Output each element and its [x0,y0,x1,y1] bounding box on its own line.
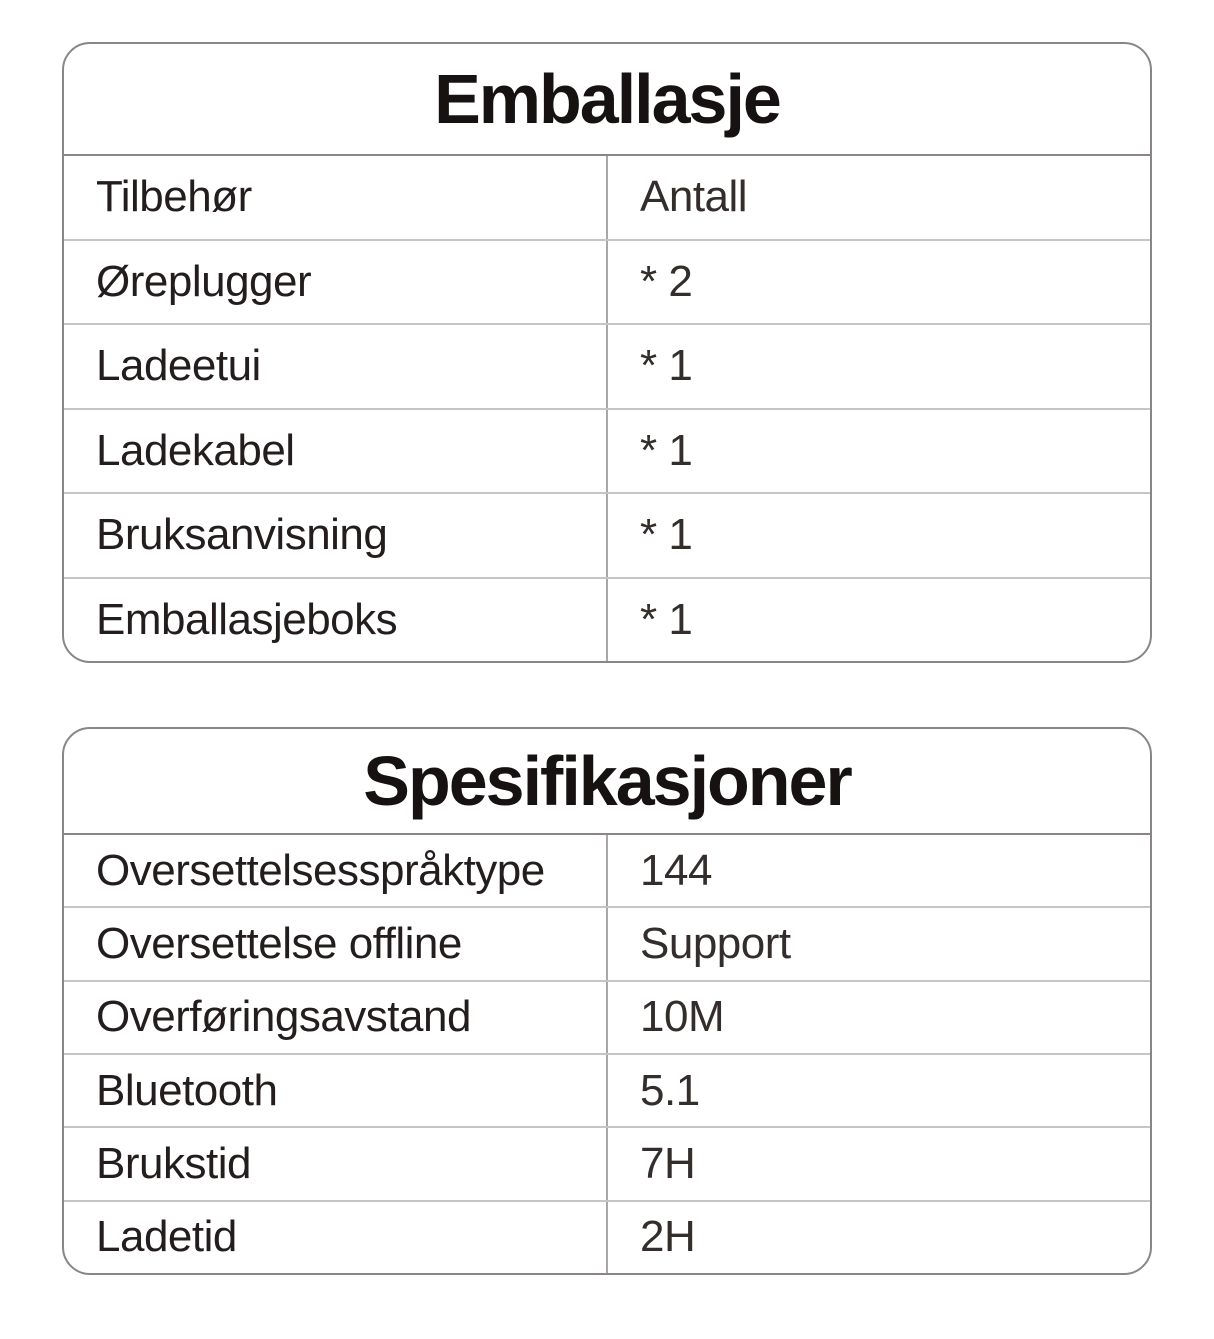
table-row: Oversettelse offline Support [64,906,1150,980]
row-value: Support [640,918,791,968]
table-row: Bruksanvisning * 1 [64,492,1150,577]
row-label: Overføringsavstand [64,981,608,1053]
row-value: * 1 [640,425,693,475]
row-value: 2H [640,1212,696,1262]
row-value: * 1 [640,510,693,560]
row-label: Oversettelsesspråktype [64,835,608,907]
specifications-table: Spesifikasjoner Oversettelsesspråktype 1… [62,727,1152,1275]
table-row: Overføringsavstand 10M [64,979,1150,1053]
table-row: Ladeetui * 1 [64,323,1150,408]
row-value: 5.1 [640,1065,700,1115]
table-row: Brukstid 7H [64,1126,1150,1200]
table-row: Øreplugger * 2 [64,238,1150,323]
row-value: 7H [640,1138,696,1188]
row-value: Antall [640,172,748,222]
specifications-table-rows: Oversettelsesspråktype 144 Oversettelse … [64,835,1150,1273]
table-row: Emballasjeboks * 1 [64,576,1150,661]
packaging-table: Emballasje Tilbehør Antall Øreplugger * … [62,42,1152,663]
table-row: Tilbehør Antall [64,156,1150,239]
packaging-table-title: Emballasje [64,44,1150,156]
row-label: Oversettelse offline [64,908,608,980]
row-value: 10M [640,992,725,1042]
table-row: Bluetooth 5.1 [64,1052,1150,1127]
row-label: Tilbehør [64,156,608,239]
table-row: Ladetid 2H [64,1199,1150,1273]
specifications-table-title: Spesifikasjoner [64,729,1150,835]
row-label: Ladetid [64,1201,608,1273]
row-value: * 2 [640,256,693,306]
row-label: Øreplugger [64,240,608,323]
row-value: * 1 [640,594,693,644]
row-label: Brukstid [64,1128,608,1200]
row-label: Ladekabel [64,409,608,492]
row-label: Bruksanvisning [64,494,608,577]
table-row: Oversettelsesspråktype 144 [64,835,1150,907]
row-label: Emballasjeboks [64,578,608,661]
row-label: Ladeetui [64,325,608,408]
packaging-table-rows: Tilbehør Antall Øreplugger * 2 Ladeetui … [64,156,1150,661]
table-row: Ladekabel * 1 [64,407,1150,492]
row-value: 144 [640,845,712,895]
row-value: * 1 [640,341,693,391]
row-label: Bluetooth [64,1054,608,1127]
